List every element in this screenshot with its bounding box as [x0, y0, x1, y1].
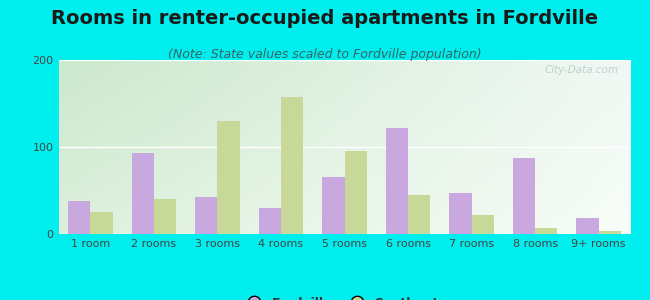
Bar [535, 228, 558, 234]
Text: Rooms in renter-occupied apartments in Fordville: Rooms in renter-occupied apartments in F… [51, 9, 599, 28]
Bar [344, 152, 367, 234]
Bar [472, 215, 494, 234]
Bar [259, 208, 281, 234]
Bar [599, 231, 621, 234]
Bar [513, 158, 535, 234]
Bar [131, 153, 154, 234]
Bar [322, 178, 344, 234]
Bar [577, 218, 599, 234]
Text: (Note: State values scaled to Fordville population): (Note: State values scaled to Fordville … [168, 48, 482, 61]
Legend: Fordville, Southgate: Fordville, Southgate [237, 292, 452, 300]
Text: City-Data.com: City-Data.com [545, 65, 619, 75]
Bar [154, 199, 176, 234]
Bar [90, 212, 112, 234]
Bar [195, 197, 217, 234]
Bar [386, 128, 408, 234]
Bar [408, 195, 430, 234]
Bar [217, 121, 240, 234]
Bar [449, 193, 472, 234]
Bar [281, 97, 303, 234]
Bar [68, 201, 90, 234]
